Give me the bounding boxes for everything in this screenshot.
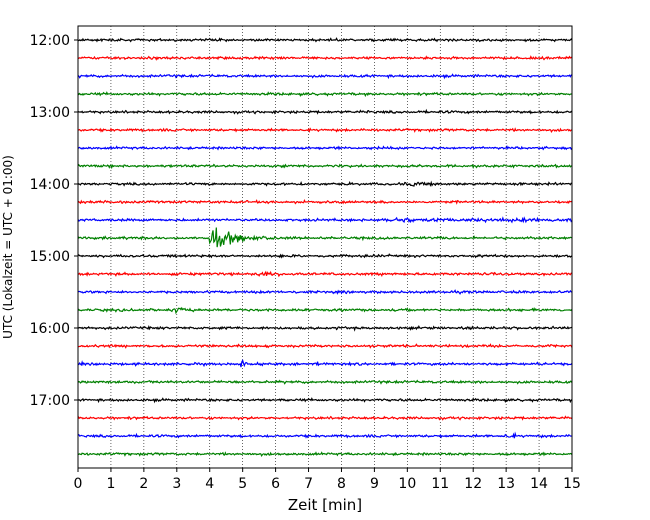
trace-14:45: [77, 227, 573, 248]
x-tick-label: 8: [337, 476, 346, 492]
x-tick-label: 2: [139, 476, 148, 492]
trace-17:00: [77, 397, 573, 404]
y-axis-ticks: 12:00 13:00 14:00 15:00 16:00 17:00: [30, 33, 78, 409]
x-tick-label: 4: [205, 476, 214, 492]
y-tick-label: 16:00: [30, 321, 70, 337]
trace-15:30: [77, 289, 573, 295]
x-tick-label: 14: [530, 476, 548, 492]
trace-16:15: [77, 343, 573, 349]
seismogram-traces: [77, 37, 573, 458]
trace-16:45: [77, 379, 573, 385]
trace-16:30: [77, 358, 573, 368]
trace-17:45: [77, 451, 573, 458]
x-tick-label: 5: [238, 476, 247, 492]
trace-16:00: [77, 324, 573, 332]
x-tick-label: 13: [497, 476, 515, 492]
trace-12:00: [77, 37, 573, 43]
y-axis-label: UTC (Lokalzeit = UTC + 01:00): [1, 155, 15, 339]
x-tick-label: 6: [271, 476, 280, 492]
x-axis-ticks: 0 1 2 3 4 5 6 7 8 9 10 11 12 13 14 15: [74, 468, 581, 492]
y-tick-label: 15:00: [30, 249, 70, 265]
trace-15:00: [77, 253, 573, 259]
x-tick-label: 15: [563, 476, 581, 492]
trace-13:45: [77, 163, 573, 170]
trace-12:15: [77, 55, 573, 61]
trace-15:15: [77, 270, 573, 278]
y-tick-label: 14:00: [30, 177, 70, 193]
x-tick-label: 12: [464, 476, 482, 492]
x-tick-label: 0: [74, 476, 83, 492]
x-tick-label: 10: [398, 476, 416, 492]
x-tick-label: 1: [106, 476, 115, 492]
trace-14:30: [77, 216, 573, 224]
trace-15:45: [77, 306, 573, 315]
trace-13:30: [77, 145, 573, 151]
trace-14:00: [77, 180, 573, 187]
trace-17:15: [77, 415, 573, 421]
trace-13:00: [77, 108, 573, 115]
x-tick-label: 7: [304, 476, 313, 492]
y-tick-label: 17:00: [30, 393, 70, 409]
x-axis-label: Zeit [min]: [288, 496, 362, 514]
plot-area-frame: [77, 25, 573, 469]
y-tick-label: 13:00: [30, 105, 70, 121]
trace-12:30: [77, 73, 573, 80]
trace-17:30: [77, 431, 573, 439]
trace-13:15: [77, 127, 573, 134]
x-tick-label: 11: [431, 476, 449, 492]
x-tick-label: 3: [172, 476, 181, 492]
trace-14:15: [77, 199, 573, 205]
y-tick-label: 12:00: [30, 33, 70, 49]
x-tick-label: 9: [370, 476, 379, 492]
trace-12:45: [77, 91, 573, 98]
